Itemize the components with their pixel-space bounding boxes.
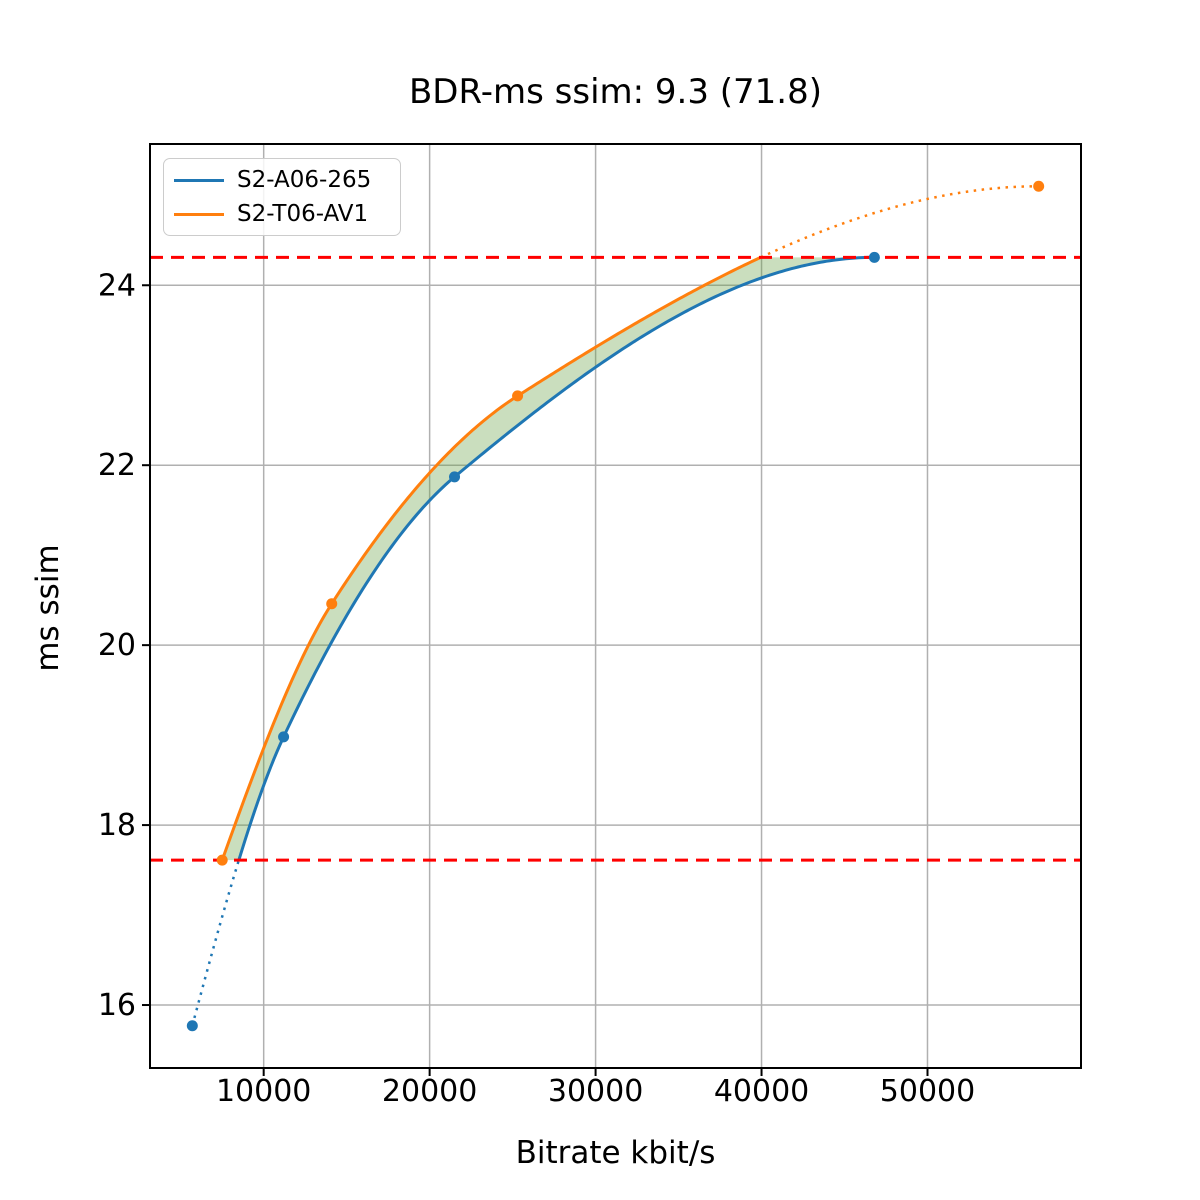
legend: S2-A06-265 S2-T06-AV1: [163, 158, 401, 236]
axes-spines: [149, 143, 1082, 1069]
y-tick-label: 20: [98, 628, 136, 663]
data-point-s2-a06-265: [278, 731, 290, 743]
legend-line-sample-icon: [174, 178, 224, 182]
data-point-s2-t06-av1: [326, 598, 338, 610]
x-tick-label: 30000: [548, 1074, 643, 1109]
series-line-dotted-s2-a06-265: [191, 859, 241, 1027]
y-axis-label: ms ssim: [30, 544, 66, 672]
y-tick-label: 24: [98, 268, 136, 303]
bd-overlap-band: [222, 257, 875, 861]
series-line-s2-t06-av1: [220, 256, 762, 861]
data-point-s2-a06-265: [868, 251, 880, 263]
data-point-s2-t06-av1: [216, 854, 228, 866]
data-point-s2-t06-av1: [1033, 180, 1045, 192]
x-tick-label: 50000: [880, 1074, 975, 1109]
chart-title: BDR-ms ssim: 9.3 (71.8): [408, 72, 823, 112]
series-line-s2-a06-265: [237, 255, 875, 861]
y-tick-label: 16: [98, 988, 136, 1023]
y-tick-label: 22: [98, 448, 136, 483]
data-point-s2-a06-265: [449, 471, 461, 483]
x-tick-label: 10000: [216, 1074, 311, 1109]
legend-line-sample-icon: [174, 212, 224, 216]
legend-entry-s2-a06-265: S2-A06-265: [174, 167, 390, 193]
series-line-dotted-s2-t06-av1: [760, 185, 1039, 259]
x-axis-label: Bitrate kbit/s: [515, 1135, 716, 1171]
x-tick-label: 20000: [382, 1074, 477, 1109]
x-tick-label: 40000: [714, 1074, 809, 1109]
legend-label: S2-T06-AV1: [237, 201, 369, 227]
y-tick-label: 18: [98, 808, 136, 843]
legend-label: S2-A06-265: [237, 167, 372, 193]
data-point-s2-a06-265: [186, 1020, 198, 1032]
data-point-s2-t06-av1: [512, 390, 524, 402]
legend-entry-s2-t06-av1: S2-T06-AV1: [174, 201, 390, 227]
